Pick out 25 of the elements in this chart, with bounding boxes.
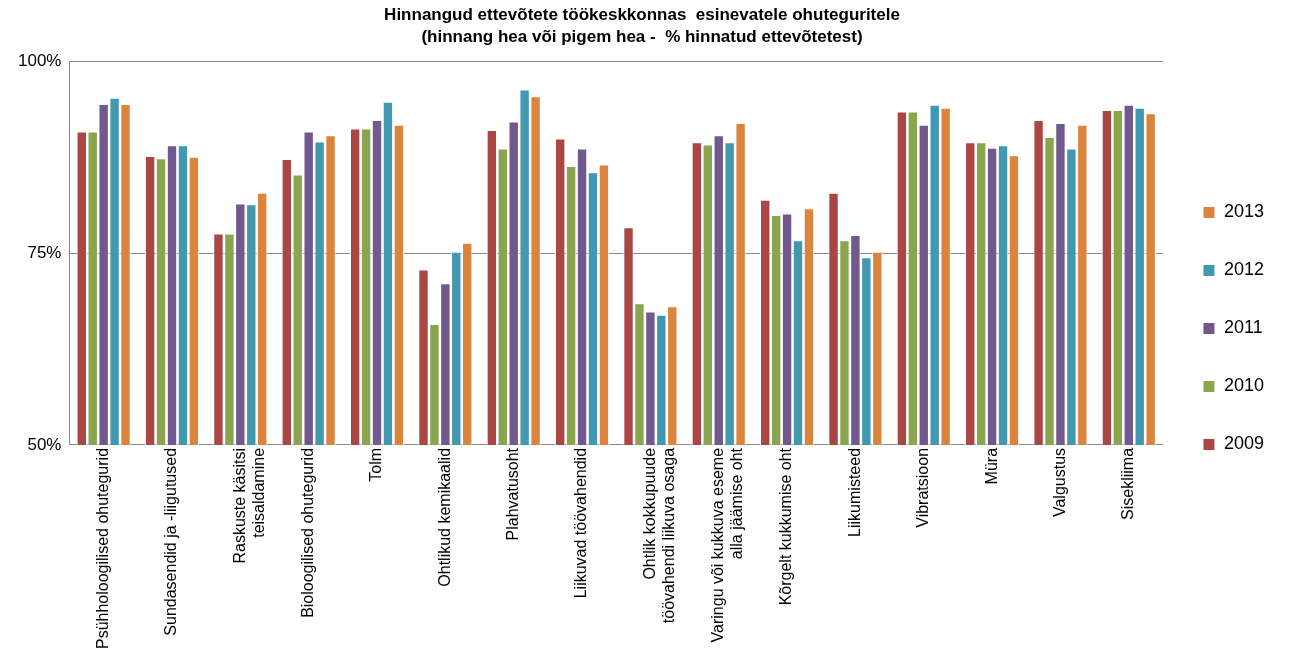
x-tick-label: Valgustus bbox=[1050, 447, 1068, 518]
x-tick-label: Bioloogilised ohutegurid bbox=[299, 447, 317, 618]
chart-subtitle: (hinnang hea või pigem hea - % hinnatud ettevõtetest) bbox=[421, 27, 863, 47]
legend-label: 2012 bbox=[1223, 259, 1264, 280]
y-tick-label: 75% bbox=[27, 243, 62, 263]
x-tick-label: Ohtlikud kemikaalid bbox=[435, 447, 453, 587]
x-tick-label: Ohtlik kokkupuude töövahendi liikuva osaga bbox=[640, 447, 677, 624]
legend-label: 2010 bbox=[1223, 375, 1264, 396]
legend-label: 2011 bbox=[1223, 317, 1263, 338]
x-tick-label: Plahvatusoht bbox=[504, 447, 522, 541]
x-tick-label: Vibratsioon bbox=[914, 447, 932, 528]
legend-label: 2009 bbox=[1223, 433, 1264, 454]
x-tick-label: Sisekliima bbox=[1119, 447, 1137, 520]
y-tick-label: 100% bbox=[18, 51, 62, 71]
x-tick-label: Liikuvad töövahendid bbox=[572, 447, 590, 599]
x-tick-label: Psühholoogilised ohutegurid bbox=[94, 447, 112, 650]
x-tick-label: Raskuste käsitsi teisaldamine bbox=[230, 447, 267, 564]
x-tick-label: Liikumisteed bbox=[845, 447, 863, 537]
x-tick-label: Müra bbox=[982, 447, 1000, 485]
x-tick-label: Tolm bbox=[367, 447, 385, 482]
chart-title: Hinnangud ettevõtete töökeskkonnas esinevatele ohuteguritele bbox=[384, 4, 900, 24]
y-tick-label: 50% bbox=[27, 434, 62, 454]
x-tick-label: Kõrgelt kukkumise oht bbox=[777, 447, 795, 606]
legend-label: 2013 bbox=[1223, 201, 1264, 222]
x-tick-label: Sundasendid ja -liigutused bbox=[162, 447, 180, 636]
